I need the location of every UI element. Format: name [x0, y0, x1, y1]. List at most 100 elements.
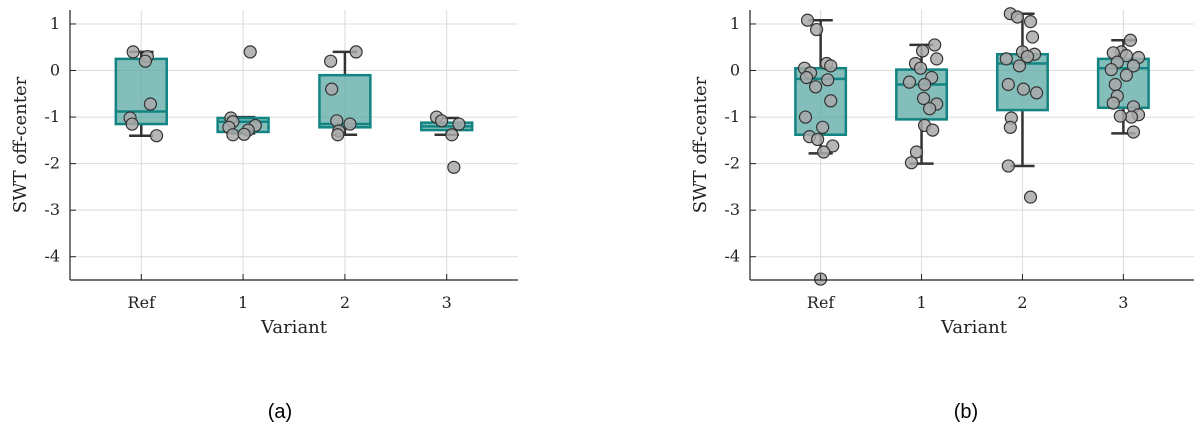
- data-point: [325, 82, 339, 96]
- data-point: [1029, 86, 1044, 100]
- data-point: [909, 145, 924, 159]
- data-point: [913, 61, 928, 75]
- data-point: [1126, 125, 1141, 139]
- panel-b-x-tick-label: 2: [1017, 293, 1027, 312]
- data-point: [1001, 159, 1015, 173]
- data-point: [1113, 109, 1127, 123]
- panel-a-x-tick-label: 1: [238, 293, 248, 312]
- data-point: [138, 54, 152, 68]
- data-point: [915, 44, 930, 58]
- data-point: [1104, 62, 1118, 77]
- data-point: [1123, 33, 1138, 47]
- data-point: [928, 38, 942, 52]
- data-point: [447, 160, 461, 174]
- data-point: [349, 45, 363, 59]
- data-point: [143, 97, 158, 111]
- data-point: [821, 73, 835, 87]
- data-point: [923, 102, 937, 116]
- data-point: [226, 128, 240, 142]
- panel-a-y-axis-label: SWT off-center: [10, 76, 31, 213]
- data-point: [916, 91, 931, 106]
- panel-a-y-tick-label: -2: [44, 154, 60, 173]
- panel-b-y-tick-label: -1: [724, 107, 740, 126]
- data-point: [1023, 190, 1038, 204]
- panel-b-x-tick-label: Ref: [807, 293, 836, 312]
- data-point: [816, 120, 830, 134]
- panel-a-chart: 1 0 -1 -2 -3 -4 Ref 1 2 3 Variant SWT off-center…: [10, 10, 518, 423]
- data-point: [824, 59, 838, 73]
- data-point: [1119, 68, 1133, 82]
- panel-a-y-tick-label: -4: [44, 247, 60, 266]
- panel-b-y-tick-label: -3: [724, 200, 740, 219]
- panel-a-boxes: [114, 50, 474, 137]
- data-point: [126, 45, 140, 59]
- data-point: [1124, 110, 1139, 124]
- panel-b-label: (b): [954, 401, 978, 423]
- panel-a-x-tick-label: 3: [442, 293, 452, 312]
- panel-b-y-tick-label: -2: [724, 154, 740, 173]
- data-point: [445, 128, 459, 142]
- panel-b-points: [797, 7, 1146, 286]
- data-point: [343, 117, 357, 131]
- panel-a-y-tick-label: 1: [50, 14, 60, 33]
- data-point: [824, 94, 838, 108]
- panel-b-y-tick-label: 1: [730, 14, 740, 33]
- panel-b-axes: [749, 10, 1194, 281]
- panel-b-y-ticks: 1 0 -1 -2 -3 -4: [724, 14, 756, 266]
- panel-a-box-Ref: [114, 50, 168, 137]
- panel-a-y-tick-label: -3: [44, 200, 60, 219]
- panel-b-y-tick-label: 0: [730, 61, 740, 80]
- panel-b-x-ticks: Ref 1 2 3: [807, 274, 1128, 312]
- data-point: [902, 75, 917, 89]
- data-point: [331, 128, 345, 142]
- data-point: [1010, 10, 1025, 24]
- data-point: [1126, 59, 1141, 73]
- panel-b-x-axis-label: Variant: [940, 317, 1008, 338]
- panel-b-x-tick-label: 1: [916, 293, 926, 312]
- data-point: [808, 80, 823, 94]
- panel-b-boxes: [794, 12, 1150, 168]
- data-point: [149, 129, 164, 143]
- data-point: [1001, 77, 1015, 92]
- panel-a-x-tick-label: Ref: [128, 293, 157, 312]
- data-point: [809, 22, 824, 37]
- panel-a-y-tick-label: 0: [50, 61, 60, 80]
- iqr-box: [318, 73, 372, 129]
- panel-b-x-tick-label: 3: [1118, 293, 1128, 312]
- data-point: [930, 52, 944, 66]
- data-point: [1003, 120, 1017, 134]
- data-point: [1106, 96, 1120, 110]
- data-point: [1012, 59, 1027, 73]
- panel-a-x-tick-label: 2: [340, 293, 350, 312]
- panel-b-y-axis-label: SWT off-center: [690, 76, 711, 213]
- data-point: [1020, 49, 1035, 64]
- data-point: [799, 70, 814, 85]
- panel-b-y-tick-label: -4: [724, 247, 740, 266]
- panel-a-y-ticks: 1 0 -1 -2 -3 -4: [44, 14, 76, 266]
- data-point: [125, 117, 139, 131]
- data-point: [1023, 15, 1038, 29]
- data-point: [811, 132, 825, 147]
- panel-b-chart: 1 0 -1 -2 -3 -4 Ref 1 2 3 Variant SWT off-center…: [690, 7, 1194, 423]
- panel-a-x-axis-label: Variant: [260, 317, 328, 338]
- data-point: [800, 13, 815, 27]
- data-point: [826, 139, 840, 153]
- data-point: [1108, 77, 1122, 92]
- panel-a-y-tick-label: -1: [44, 107, 60, 126]
- data-point: [904, 156, 919, 170]
- panel-a-x-ticks: Ref 1 2 3: [128, 274, 452, 312]
- data-point: [798, 110, 813, 124]
- data-point: [1016, 82, 1031, 96]
- data-point: [435, 114, 449, 128]
- data-point: [243, 45, 257, 59]
- data-point: [452, 117, 466, 131]
- panel-a-label: (a): [268, 401, 292, 423]
- data-point: [817, 145, 831, 159]
- panel-a-axes: [69, 10, 518, 281]
- panel-a-points: [123, 45, 466, 174]
- data-point: [926, 123, 940, 137]
- data-point: [324, 54, 338, 68]
- data-point: [237, 127, 251, 141]
- data-point: [999, 52, 1013, 66]
